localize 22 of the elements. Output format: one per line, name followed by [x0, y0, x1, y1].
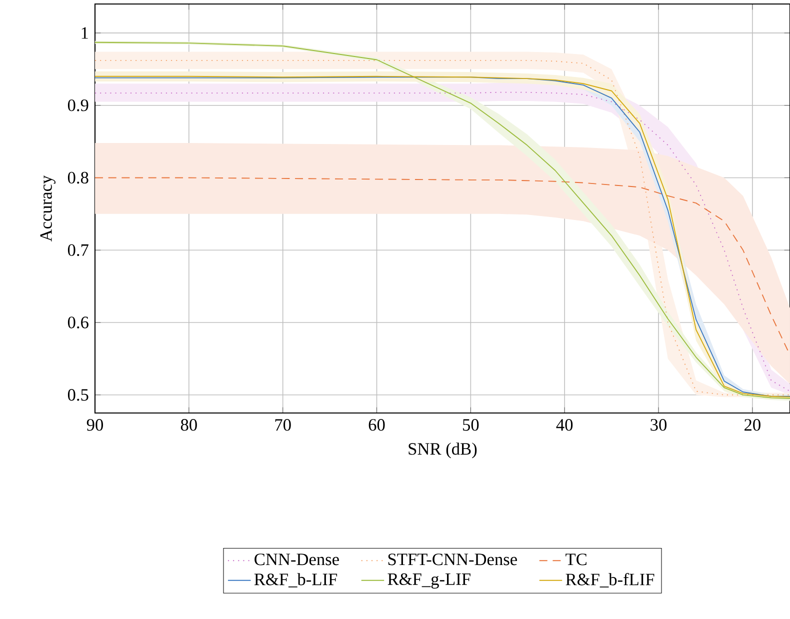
y-tick-label: 0.8 [68, 172, 88, 184]
x-tick-label: 90 [86, 419, 103, 431]
y-tick-label: 0.6 [68, 316, 88, 328]
legend-label: CNN-Dense [254, 554, 339, 566]
x-tick-label: 30 [650, 419, 667, 431]
x-tick-label: 40 [556, 419, 573, 431]
x-tick-label: 80 [180, 419, 197, 431]
x-tick-label: 50 [463, 419, 479, 431]
x-tick-label: 60 [368, 419, 385, 431]
y-tick-label: 0.5 [68, 389, 88, 401]
legend-label: STFT-CNN-Dense [388, 554, 517, 566]
y-tick-label: 0.7 [68, 244, 88, 256]
y-axis-title: Accuracy [40, 175, 56, 242]
y-tick-label: 1 [82, 27, 88, 39]
x-tick-label: 20 [744, 419, 760, 431]
y-tick-label: 0.9 [68, 99, 88, 112]
legend-label: TC [566, 554, 586, 566]
x-tick-label: 70 [275, 419, 291, 431]
legend-label: R&F_g-LIF [388, 573, 470, 589]
legend-label: R&F_b-fLIF [566, 572, 654, 588]
legend-label: R&F_b-LIF [254, 573, 338, 588]
x-axis-title: SNR (dB) [408, 442, 477, 458]
